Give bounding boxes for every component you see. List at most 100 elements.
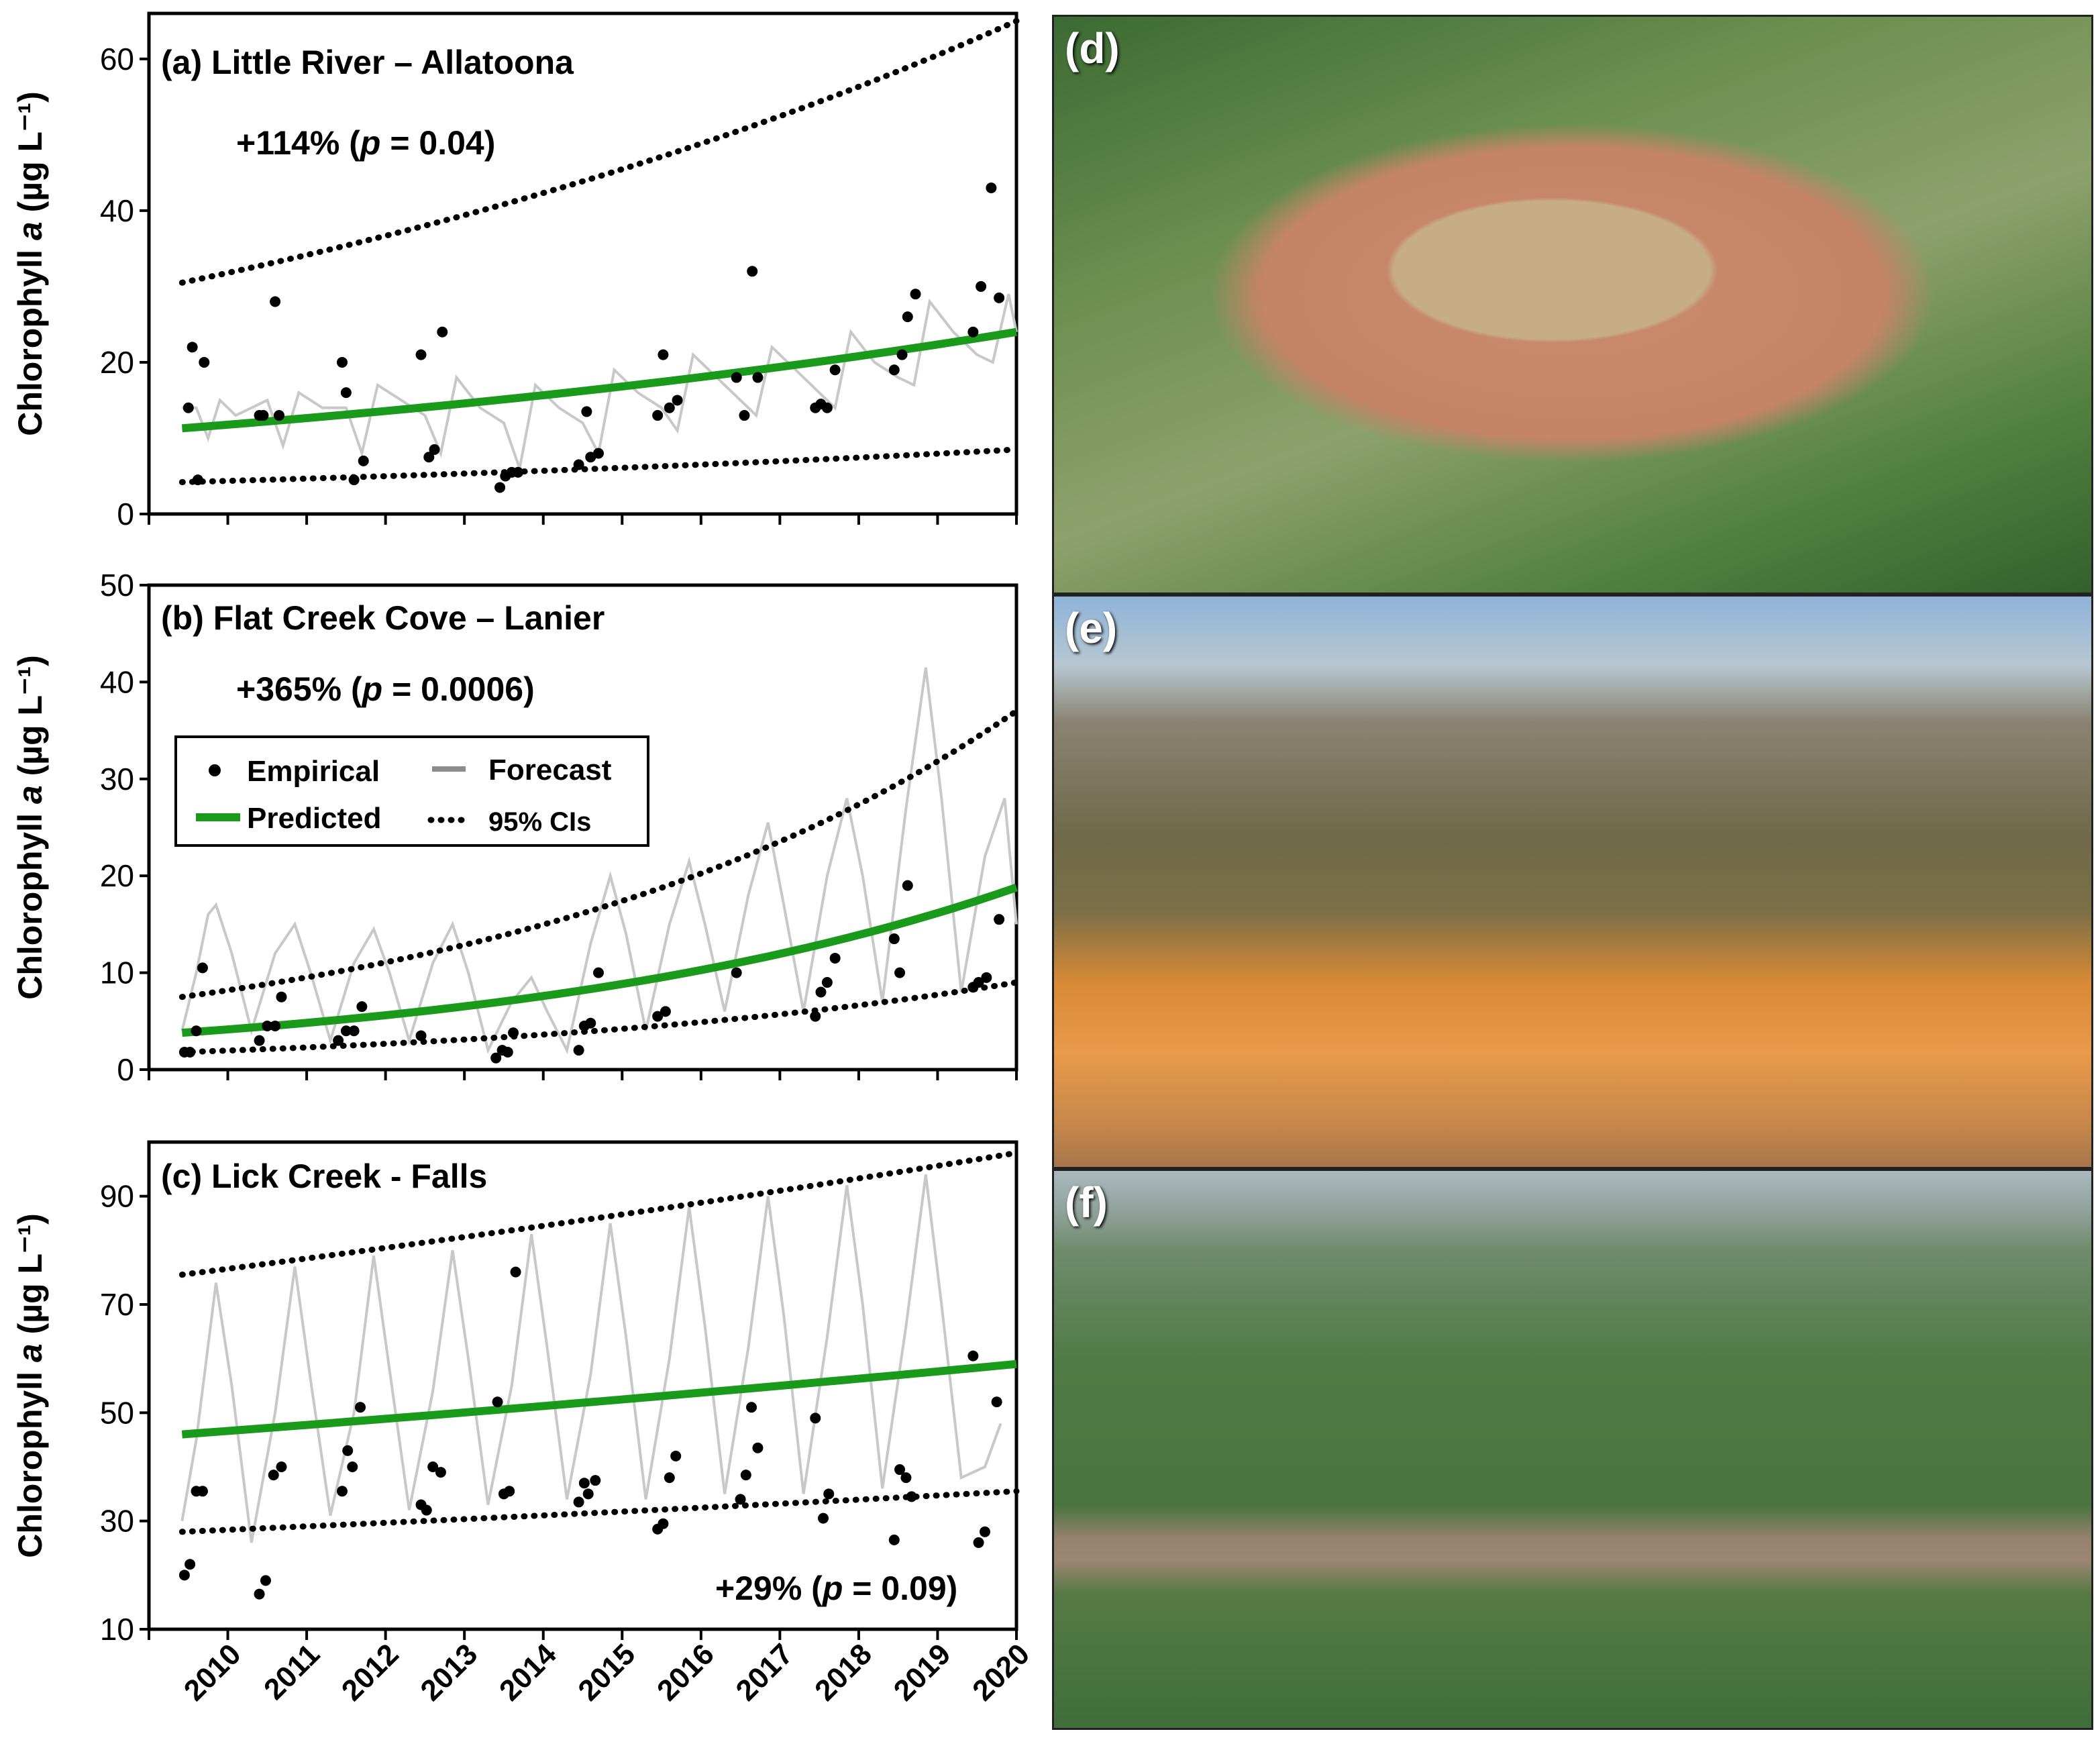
empirical-point bbox=[348, 1025, 360, 1037]
empirical-point bbox=[658, 1518, 669, 1529]
ci-lower-line bbox=[178, 446, 1020, 486]
empirical-point bbox=[815, 986, 827, 998]
empirical-point bbox=[421, 1504, 432, 1516]
empirical-point bbox=[664, 402, 675, 413]
empirical-point bbox=[888, 364, 900, 376]
trend-annotation: +29% (p = 0.09) bbox=[715, 1570, 957, 1607]
ci-upper-line bbox=[178, 17, 1020, 286]
empirical-point bbox=[199, 356, 210, 368]
empirical-point bbox=[821, 402, 833, 413]
empirical-point bbox=[178, 1570, 190, 1581]
empirical-point bbox=[423, 452, 435, 463]
empirical-point bbox=[979, 1526, 990, 1537]
empirical-point bbox=[437, 326, 448, 338]
empirical-point bbox=[340, 1025, 352, 1037]
empirical-point bbox=[260, 1575, 271, 1586]
empirical-point bbox=[191, 1025, 202, 1037]
empirical-point bbox=[823, 1488, 835, 1500]
empirical-point bbox=[581, 406, 592, 417]
empirical-point bbox=[333, 1035, 344, 1046]
panel-title: (b) Flat Creek Cove – Lanier bbox=[161, 599, 605, 637]
empirical-point bbox=[652, 410, 664, 421]
empirical-point bbox=[185, 1047, 196, 1058]
empirical-point bbox=[910, 289, 921, 300]
empirical-point bbox=[356, 1001, 368, 1013]
empirical-point bbox=[991, 1396, 1002, 1408]
empirical-point bbox=[197, 1486, 208, 1497]
empirical-point bbox=[508, 1027, 519, 1039]
empirical-point bbox=[435, 1467, 446, 1478]
legend-predicted-label: Predicted bbox=[247, 802, 382, 835]
ci-upper-line bbox=[178, 1149, 1020, 1278]
empirical-point bbox=[902, 311, 913, 323]
ci-lower-line bbox=[178, 1488, 1020, 1535]
photo-label-e: (e) bbox=[1065, 604, 1118, 652]
x-tick-label: 2019 bbox=[888, 1637, 957, 1707]
empirical-point bbox=[821, 977, 833, 988]
empirical-point bbox=[427, 1461, 439, 1472]
chart-area: 0 20 40 60 Chlorophyll a (µg L⁻¹) (a) Little … bbox=[11, 11, 1036, 1707]
empirical-point bbox=[894, 1464, 906, 1476]
legend-ci-label: 95% CIs bbox=[488, 807, 591, 837]
empirical-point bbox=[429, 444, 440, 455]
x-tick-label: 2012 bbox=[335, 1637, 405, 1707]
empirical-point bbox=[348, 474, 360, 486]
empirical-point bbox=[573, 459, 584, 470]
empirical-point bbox=[967, 1350, 979, 1362]
empirical-point bbox=[994, 914, 1005, 925]
legend-box bbox=[174, 735, 649, 847]
forecast-line bbox=[180, 1174, 1002, 1543]
empirical-point bbox=[672, 395, 683, 406]
empirical-point bbox=[336, 1486, 348, 1497]
empirical-point bbox=[976, 280, 987, 292]
empirical-point bbox=[752, 1442, 764, 1453]
empirical-point bbox=[276, 1461, 287, 1472]
empirical-point bbox=[342, 1445, 354, 1456]
empirical-point bbox=[513, 466, 524, 478]
y-tick-label: 10 bbox=[100, 956, 134, 990]
empirical-point bbox=[273, 410, 284, 421]
empirical-point bbox=[747, 266, 758, 277]
empirical-point bbox=[973, 1537, 984, 1548]
empirical-point bbox=[902, 880, 913, 891]
empirical-point bbox=[906, 1491, 917, 1502]
y-axis-label: Chlorophyll a (µg L⁻¹) bbox=[11, 1213, 49, 1558]
empirical-point bbox=[340, 387, 352, 399]
empirical-point bbox=[752, 372, 764, 383]
empirical-point bbox=[731, 372, 742, 383]
y-tick-label: 60 bbox=[100, 42, 134, 76]
empirical-point bbox=[347, 1461, 358, 1472]
ci-lower-line bbox=[178, 979, 1020, 1056]
legend-empirical-label: Empirical bbox=[247, 755, 380, 788]
empirical-point bbox=[187, 342, 198, 353]
empirical-point bbox=[590, 1475, 601, 1486]
panel-c: 10 30 50 70 90 Chlorophyll a (µg L⁻¹) (c) Lick… bbox=[11, 1140, 1036, 1707]
empirical-point bbox=[593, 967, 605, 978]
empirical-point bbox=[504, 1486, 515, 1497]
y-tick-label: 40 bbox=[100, 193, 134, 228]
y-tick-label: 10 bbox=[100, 1612, 134, 1647]
y-tick-label: 40 bbox=[100, 664, 134, 699]
y-tick-label: 50 bbox=[100, 568, 134, 603]
empirical-point bbox=[355, 1402, 366, 1413]
empirical-point bbox=[510, 1266, 521, 1278]
panel-b: 0 10 20 30 40 50 Chlorophyll a (µg L⁻¹) (b) Fla… bbox=[11, 568, 1020, 1087]
empirical-point bbox=[492, 1396, 503, 1408]
empirical-point bbox=[967, 326, 979, 338]
empirical-point bbox=[182, 402, 194, 413]
empirical-point bbox=[197, 962, 208, 974]
x-tick-label: 2020 bbox=[966, 1637, 1036, 1707]
x-tick-label: 2016 bbox=[651, 1637, 721, 1707]
y-tick-label: 70 bbox=[100, 1287, 134, 1322]
empirical-point bbox=[740, 1470, 751, 1481]
empirical-point bbox=[276, 991, 287, 1003]
empirical-point bbox=[490, 1052, 502, 1064]
empirical-point bbox=[582, 1488, 594, 1500]
predicted-line bbox=[181, 1359, 1017, 1439]
x-tick-label: 2015 bbox=[572, 1637, 641, 1707]
empirical-point bbox=[896, 349, 908, 360]
empirical-point bbox=[268, 1470, 279, 1481]
empirical-point bbox=[660, 1006, 671, 1017]
forecast-line bbox=[182, 293, 1018, 474]
empirical-point bbox=[986, 182, 997, 193]
